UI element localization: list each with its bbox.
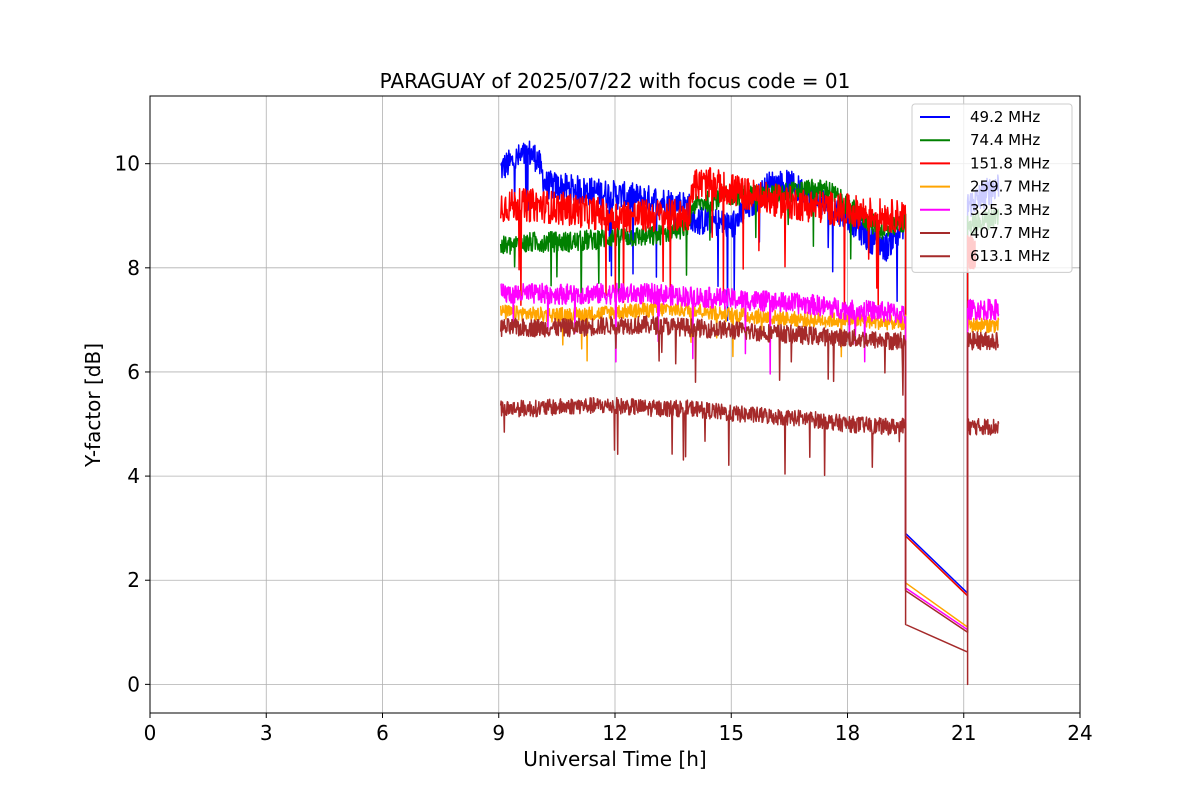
x-tick-label: 3 [260, 721, 273, 745]
series-line [500, 282, 1000, 631]
x-tick-label: 9 [492, 721, 505, 745]
x-axis-label: Universal Time [h] [523, 747, 706, 771]
series-line [499, 396, 1000, 686]
x-tick-label: 24 [1067, 721, 1092, 745]
x-tick-label: 0 [144, 721, 157, 745]
legend-label: 407.7 MHz [970, 224, 1050, 242]
legend-label: 613.1 MHz [970, 247, 1050, 265]
y-tick-label: 10 [115, 152, 140, 176]
series-line [499, 167, 977, 597]
legend-label: 74.4 MHz [970, 131, 1040, 149]
legend-label: 49.2 MHz [970, 108, 1040, 126]
legend-box [911, 103, 1073, 273]
chart-title: PARAGUAY of 2025/07/22 with focus code =… [380, 69, 851, 93]
grid [150, 96, 1080, 713]
y-axis-label: Y-factor [dB] [81, 343, 105, 468]
y-tick-label: 2 [127, 568, 140, 592]
x-tick-label: 21 [951, 721, 976, 745]
y-tick-label: 4 [127, 464, 140, 488]
x-tick-label: 18 [835, 721, 860, 745]
y-tick-label: 8 [127, 256, 140, 280]
legend-label: 325.3 MHz [970, 201, 1050, 219]
y-tick-label: 0 [127, 672, 140, 696]
x-tick-label: 6 [376, 721, 389, 745]
plot-area [499, 140, 1000, 686]
series-line [499, 315, 1000, 634]
legend-label: 151.8 MHz [970, 154, 1050, 172]
legend: 49.2 MHz 74.4 MHz 151.8 MHz 259.7 MHz 325.3 … [911, 103, 1073, 273]
x-tick-label: 12 [602, 721, 627, 745]
legend-label: 259.7 MHz [970, 178, 1050, 196]
y-tick-label: 6 [127, 360, 140, 384]
x-tick-label: 15 [719, 721, 744, 745]
